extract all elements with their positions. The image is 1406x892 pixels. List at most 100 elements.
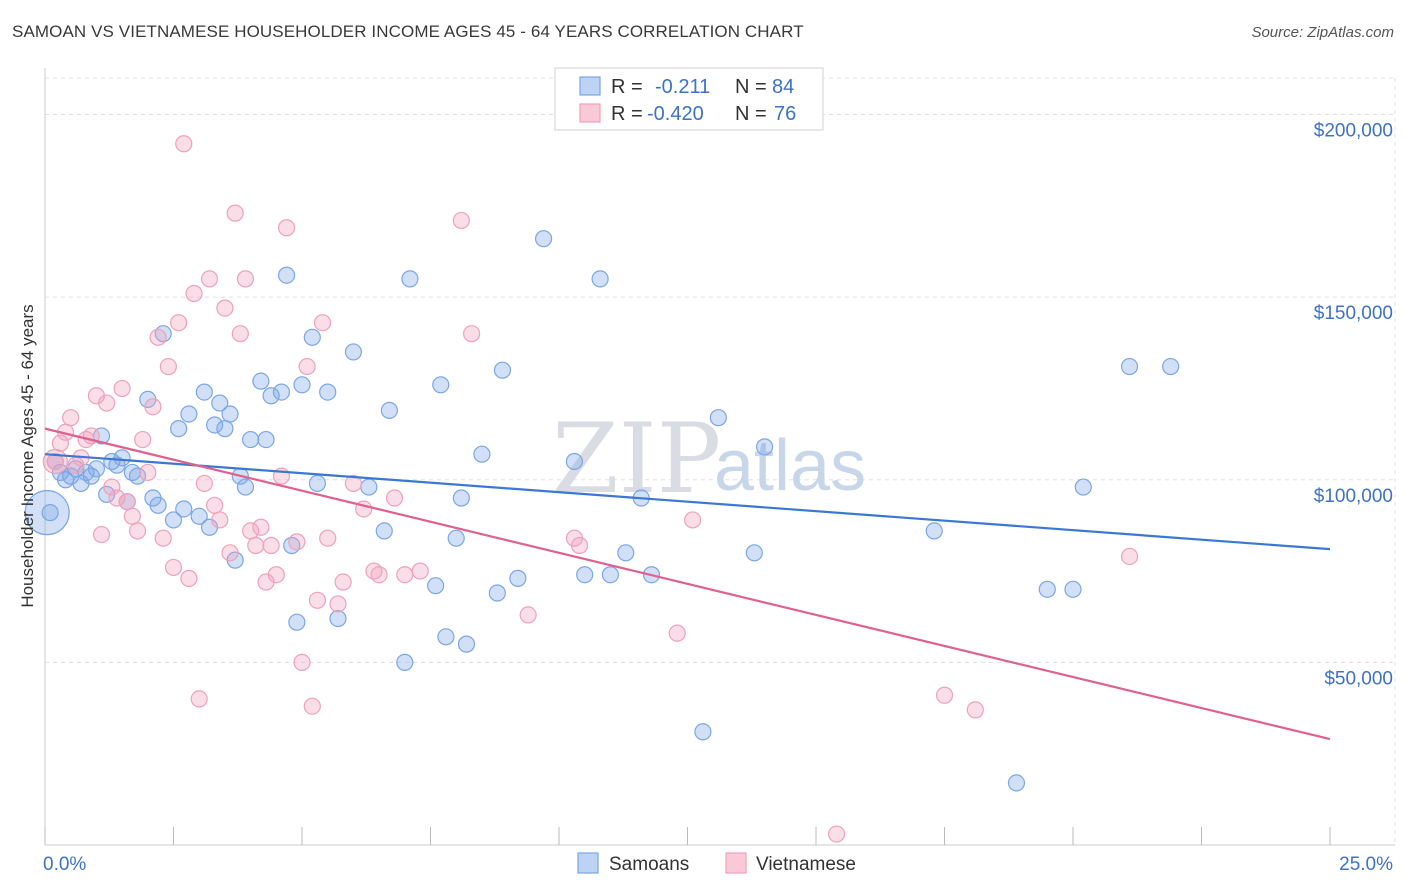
samoans-point-70 <box>617 544 635 562</box>
samoans-points <box>24 230 1180 792</box>
samoans-point-82 <box>1120 357 1139 376</box>
samoans-point-25 <box>180 405 198 423</box>
samoans-point-68 <box>591 270 609 288</box>
vietnamese-point-39 <box>247 536 265 555</box>
vietnamese-point-32 <box>211 511 229 529</box>
samoans-point-27 <box>195 383 213 401</box>
samoans-point-49 <box>344 343 362 361</box>
legend-r-label-vietnamese: R = <box>611 103 643 125</box>
vietnamese-point-61 <box>411 562 429 580</box>
samoans-point-78 <box>1007 774 1026 792</box>
samoans-point-65 <box>534 230 553 248</box>
vietnamese-point-34 <box>221 544 239 562</box>
x-tick-labels: 0.0% 25.0% <box>43 854 1393 875</box>
vietnamese-point-27 <box>185 284 203 303</box>
vietnamese-point-36 <box>231 325 249 343</box>
vietnamese-point-51 <box>313 314 332 332</box>
y-axis-label: Householder Income Ages 45 - 64 years <box>18 304 37 607</box>
vietnamese-point-25 <box>175 135 193 153</box>
legend-n-label-vietnamese: N = <box>735 103 767 125</box>
vietnamese-point-13 <box>113 379 131 398</box>
bottom-legend-swatch-samoans <box>577 852 599 874</box>
vietnamese-point-21 <box>154 529 172 547</box>
watermark-zip: ZIP <box>552 403 721 515</box>
samoans-point-31 <box>216 420 234 438</box>
samoans-point-60 <box>457 635 476 653</box>
samoans-point-46 <box>308 474 327 493</box>
vietnamese-point-62 <box>452 211 470 230</box>
samoans-point-53 <box>396 653 414 671</box>
samoans-point-48 <box>329 609 347 628</box>
samoans-point-56 <box>432 376 450 394</box>
vietnamese-point-0 <box>46 452 64 471</box>
chart-source: Source: ZipAtlas.com <box>1251 24 1394 41</box>
samoans-point-37 <box>252 372 270 390</box>
watermark-atlas: atlas <box>714 426 866 506</box>
samoans-point-83 <box>1162 357 1180 376</box>
vietnamese-point-24 <box>170 314 188 332</box>
samoans-point-69 <box>601 566 620 584</box>
vietnamese-trend-line <box>44 427 1331 741</box>
samoans-point-23 <box>170 420 188 438</box>
vietnamese-point-71 <box>966 701 984 719</box>
bottom-legend: Samoans Vietnamese <box>577 852 856 875</box>
samoans-point-57 <box>437 628 455 646</box>
vietnamese-point-69 <box>827 825 846 843</box>
samoans-point-74 <box>709 409 727 427</box>
samoans-point-66 <box>565 452 584 471</box>
trend-lines <box>44 427 1331 741</box>
samoans-point-50 <box>360 478 378 496</box>
chart-title: SAMOAN VS VIETNAMESE HOUSEHOLDER INCOME … <box>12 22 804 41</box>
vietnamese-point-cluster <box>42 448 68 475</box>
vietnamese-point-66 <box>570 536 589 555</box>
vietnamese-point-30 <box>200 270 219 288</box>
vietnamese-point-53 <box>329 595 347 613</box>
samoans-point-75 <box>745 544 763 562</box>
vietnamese-point-20 <box>149 328 167 346</box>
samoans-point-20 <box>149 496 167 514</box>
vietnamese-point-52 <box>319 529 337 547</box>
vietnamese-point-54 <box>334 573 352 591</box>
samoans-point-35 <box>236 478 255 496</box>
legend-n-value-samoans: 84 <box>772 76 794 98</box>
legend-r-value-vietnamese: -0.420 <box>647 103 704 125</box>
samoans-point-54 <box>401 270 419 288</box>
y-tick-label-2: $150,000 <box>1314 303 1393 324</box>
vietnamese-point-17 <box>134 430 152 449</box>
samoans-point-cluster <box>24 490 70 536</box>
samoans-point-32 <box>221 405 239 423</box>
x-tick-label-1: 25.0% <box>1339 854 1393 875</box>
vietnamese-point-60 <box>396 566 414 584</box>
legend-swatch-vietnamese <box>579 103 601 123</box>
legend-r-label-samoans: R = <box>611 76 643 98</box>
samoans-point-80 <box>1064 580 1082 598</box>
samoans-point-41 <box>277 266 296 284</box>
vietnamese-point-46 <box>288 533 306 551</box>
vietnamese-point-12 <box>108 489 126 507</box>
samoans-point-24 <box>175 500 193 518</box>
samoans-point-17 <box>128 467 147 485</box>
samoans-point-44 <box>293 376 311 394</box>
vietnamese-point-14 <box>118 493 136 511</box>
vietnamese-point-58 <box>370 566 388 584</box>
samoans-point-52 <box>380 401 398 419</box>
watermark: ZIP atlas <box>552 403 866 515</box>
legend-r-value-samoans: -0.211 <box>655 76 710 98</box>
legend-swatch-samoans <box>579 76 601 96</box>
y-tick-labels: $50,000 $100,000 $150,000 $200,000 <box>1314 121 1393 690</box>
vietnamese-point-43 <box>267 566 285 584</box>
bottom-legend-swatch-vietnamese <box>725 852 747 874</box>
samoans-point-14 <box>113 449 131 467</box>
samoans-point-64 <box>509 569 527 587</box>
y-tick-label-1: $100,000 <box>1314 486 1393 507</box>
vietnamese-point-23 <box>164 558 183 577</box>
vietnamese-point-48 <box>298 357 316 376</box>
vietnamese-point-28 <box>190 690 208 708</box>
vietnamese-point-68 <box>684 511 702 529</box>
vietnamese-point-63 <box>463 325 481 343</box>
vietnamese-point-11 <box>103 478 121 496</box>
vietnamese-point-3 <box>62 409 80 427</box>
vietnamese-point-50 <box>308 591 327 609</box>
vietnamese-point-22 <box>159 357 177 376</box>
